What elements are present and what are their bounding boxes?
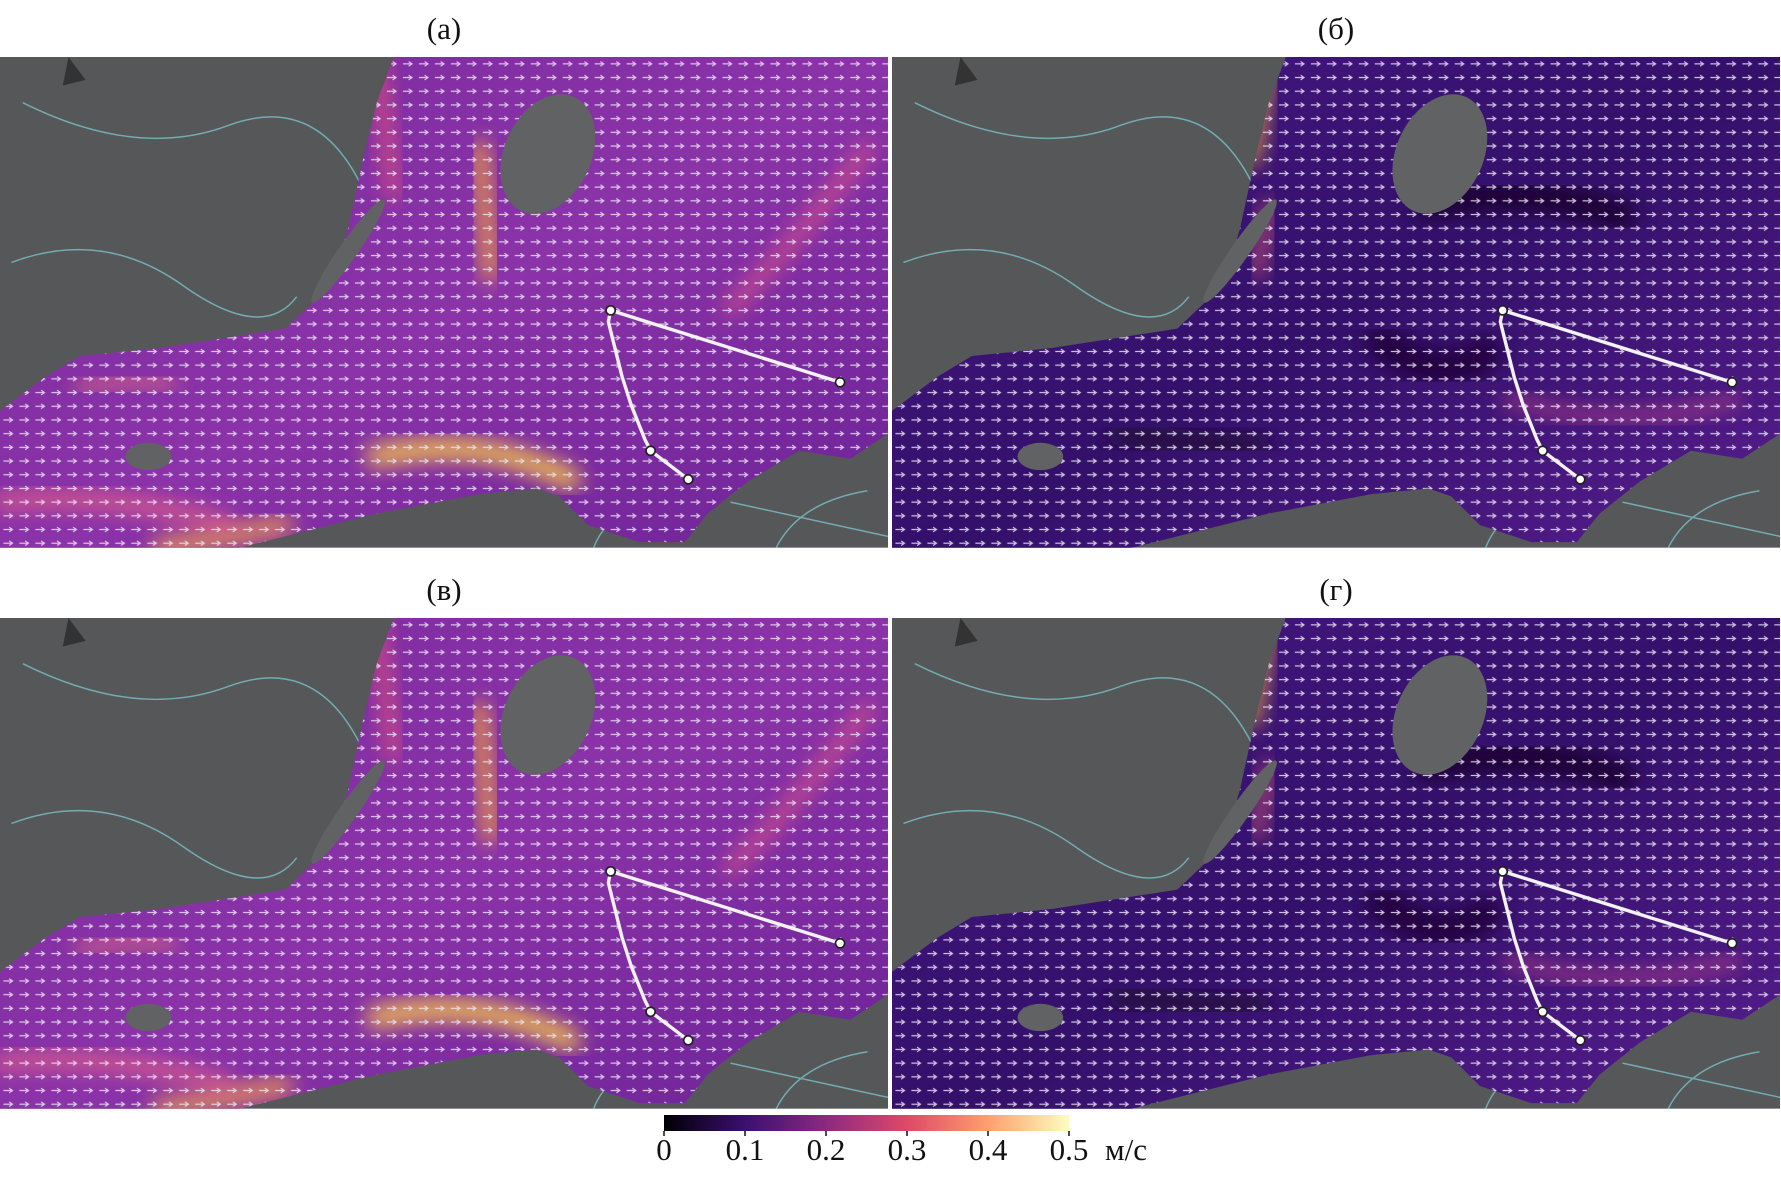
- island: [1203, 199, 1277, 303]
- panel-divider: [888, 57, 892, 1107]
- route: [1502, 308, 1733, 384]
- island: [500, 655, 596, 775]
- map-panel: [0, 618, 889, 1109]
- panels: (а) (б) (в) (г): [0, 11, 1781, 1109]
- route-node: [605, 865, 617, 877]
- panel-label: (б): [1318, 11, 1354, 46]
- panel-label: (а): [427, 11, 461, 46]
- route-node: [1726, 376, 1738, 388]
- colorbar-tick-label: 0.4: [969, 1132, 1008, 1167]
- colorbar: 0 0.1 0.2 0.3 0.4 0.5 м/с: [656, 1115, 1147, 1167]
- colorbar-tick-label: 0.1: [726, 1132, 765, 1167]
- route-node: [645, 1006, 657, 1018]
- route-node: [1726, 937, 1738, 949]
- island: [1017, 442, 1064, 471]
- route: [610, 869, 841, 945]
- route-node: [1537, 1006, 1549, 1018]
- route-node: [834, 937, 846, 949]
- route-node: [1574, 1034, 1586, 1046]
- map-panel: [892, 57, 1781, 548]
- colorbar-tick-label: 0: [656, 1132, 672, 1167]
- lake: [62, 57, 86, 86]
- island: [1203, 760, 1277, 864]
- lake: [62, 618, 86, 647]
- panel-label: (в): [426, 572, 461, 607]
- colorbar-tick-label: 0.2: [807, 1132, 846, 1167]
- island: [125, 442, 172, 471]
- colorbar-tick-label: 0.3: [888, 1132, 927, 1167]
- island: [125, 1003, 172, 1032]
- colorbar-tick-label: 0.5: [1050, 1132, 1089, 1167]
- colorbar-scale: [664, 1115, 1069, 1131]
- panel-label: (г): [1319, 572, 1352, 607]
- island: [500, 94, 596, 214]
- island: [311, 760, 385, 864]
- route-node: [682, 473, 694, 485]
- island: [311, 199, 385, 303]
- route-node: [682, 1034, 694, 1046]
- colorbar-unit: м/с: [1105, 1132, 1147, 1167]
- route-node: [645, 445, 657, 457]
- route: [610, 308, 841, 384]
- route-node: [834, 376, 846, 388]
- route: [1502, 869, 1733, 945]
- route-node: [1497, 865, 1509, 877]
- map-panel: [892, 618, 1781, 1109]
- route-node: [1574, 473, 1586, 485]
- lake: [954, 618, 978, 647]
- route-node: [1497, 304, 1509, 316]
- route-node: [605, 304, 617, 316]
- map-panel: [0, 57, 889, 548]
- island: [1392, 94, 1488, 214]
- lake: [954, 57, 978, 86]
- island: [1392, 655, 1488, 775]
- island: [1017, 1003, 1064, 1032]
- route-node: [1537, 445, 1549, 457]
